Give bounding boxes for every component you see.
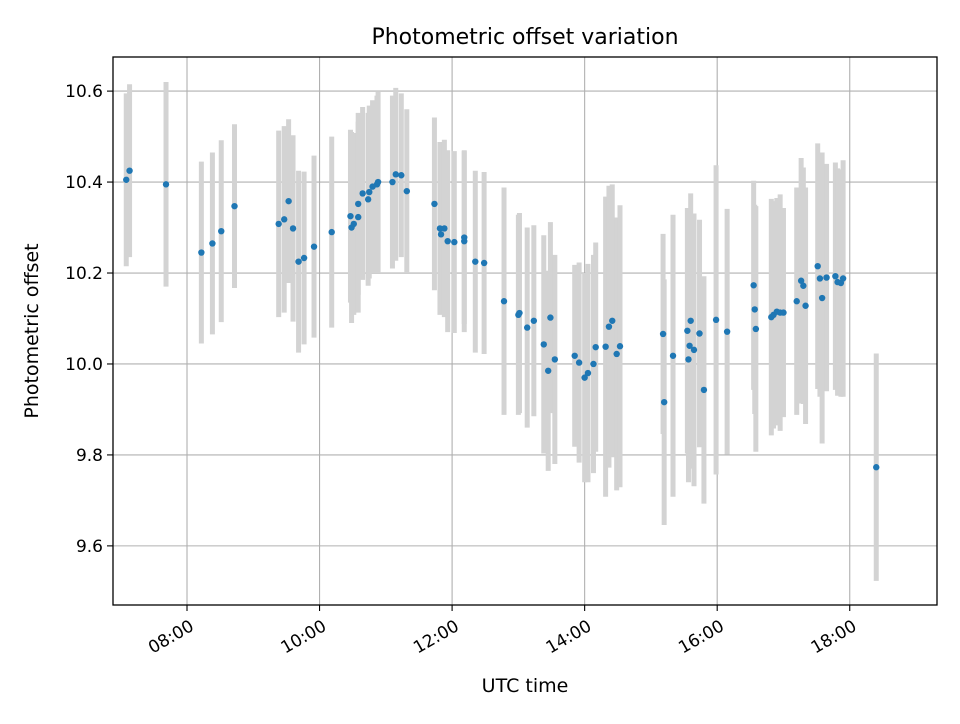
data-point [431,200,438,208]
data-point [660,398,668,406]
data-point [832,273,839,280]
data-point [359,190,366,197]
y-tick-label: 9.8 [76,446,103,466]
data-point [575,359,583,366]
data-point [398,172,405,179]
data-point [295,258,302,265]
x-axis-label: UTC time [482,675,569,697]
data-point [544,367,552,374]
data-point [839,275,847,282]
data-point [437,231,445,238]
y-axis-label: Photometric offset [21,243,43,418]
data-point [162,181,170,188]
data-point [198,249,205,256]
data-point [751,306,758,313]
data-point [524,324,531,331]
data-point [355,213,362,221]
data-point [873,464,880,471]
y-axis-ticks: 9.6 9.8 10.0 10.2 10.4 10.6 [65,82,113,557]
data-point [451,238,458,246]
data-point [712,316,720,324]
y-tick-label: 10.0 [65,355,103,375]
data-point [571,352,578,359]
data-point [285,197,292,205]
data-point [123,176,130,183]
data-point [793,298,800,305]
data-point [209,240,216,247]
data-point [500,298,508,305]
data-point [389,178,396,186]
data-point [392,171,399,178]
data-point [444,237,451,245]
data-point [231,202,238,210]
data-point [696,330,703,337]
data-point [461,237,468,245]
data-point [350,220,357,228]
data-point [328,228,335,236]
data-point [581,374,588,381]
data-point [472,258,479,265]
data-point [602,343,609,350]
data-point [750,282,757,289]
data-point [540,341,547,348]
data-point [605,323,613,330]
data-point [480,259,488,267]
data-point [374,178,382,186]
data-point [403,187,411,195]
data-point [218,227,225,235]
data-point [355,200,362,208]
data-point [690,346,698,354]
data-point [551,356,559,363]
data-point [364,196,372,203]
data-point [752,325,760,333]
data-point [310,243,318,250]
data-point [275,220,282,228]
data-points [123,167,880,471]
data-point [685,356,692,363]
data-point [366,188,373,196]
data-point [687,317,694,324]
data-point [584,369,592,377]
data-point [516,309,523,317]
data-point [347,212,354,220]
data-point [669,352,677,359]
chart-title: Photometric offset variation [371,25,678,50]
y-tick-label: 10.2 [65,264,103,284]
data-point [802,302,809,309]
data-point [436,225,444,232]
data-point [780,309,787,316]
data-point [609,317,616,324]
data-point [281,216,288,223]
data-point [616,343,624,350]
data-point [300,254,308,262]
data-point [547,314,554,321]
data-point [816,275,824,282]
y-tick-label: 9.6 [76,537,103,557]
data-point [126,167,133,174]
data-point [590,360,597,368]
data-point [686,342,693,349]
data-point [613,350,620,358]
data-point [441,225,448,232]
data-point [289,225,297,232]
data-point [723,328,731,335]
data-point [530,317,538,324]
data-point [797,277,805,284]
data-point [592,343,599,351]
y-tick-label: 10.6 [65,82,103,102]
data-point [684,327,691,334]
plot-frame [112,56,938,606]
data-point [659,330,667,338]
data-point [700,386,708,394]
data-point [814,262,821,270]
data-point [823,274,830,281]
data-point [818,294,826,302]
data-point [800,282,807,289]
y-tick-label: 10.4 [65,173,103,193]
